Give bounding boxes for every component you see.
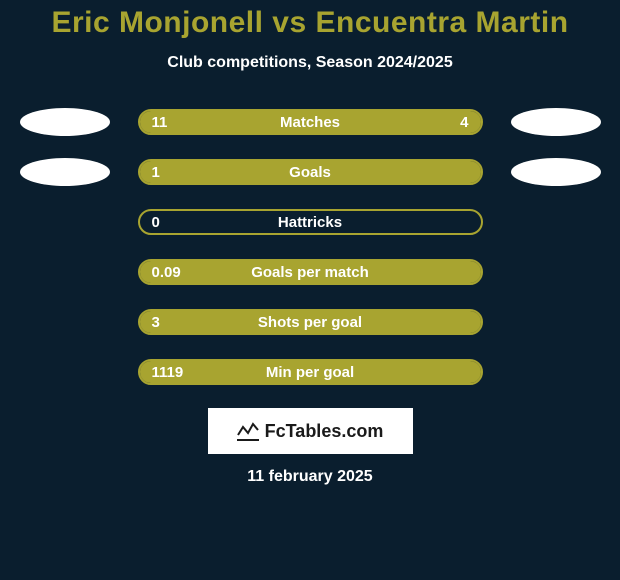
right-slot bbox=[511, 258, 601, 286]
comparison-bar: 3 Shots per goal bbox=[138, 309, 483, 335]
stat-row: 0.09 Goals per match bbox=[0, 258, 620, 286]
player-right-oval bbox=[511, 158, 601, 186]
bar-label: Goals bbox=[140, 161, 481, 183]
stat-row: 3 Shots per goal bbox=[0, 308, 620, 336]
player-right-oval bbox=[511, 108, 601, 136]
chart-icon bbox=[237, 421, 259, 441]
stat-row: 1 Goals bbox=[0, 158, 620, 186]
page-title: Eric Monjonell vs Encuentra Martin bbox=[0, 6, 620, 40]
bar-label: Shots per goal bbox=[140, 311, 481, 333]
footer-date: 11 february 2025 bbox=[0, 468, 620, 486]
brand-text: FcTables.com bbox=[265, 421, 384, 442]
bar-label: Matches bbox=[140, 111, 481, 133]
bar-label: Min per goal bbox=[140, 361, 481, 383]
bar-value-right: 4 bbox=[460, 111, 468, 133]
stat-row: 11 Matches 4 bbox=[0, 108, 620, 136]
brand-logo: FcTables.com bbox=[208, 408, 413, 454]
stat-row: 1119 Min per goal bbox=[0, 358, 620, 386]
stats-block: 11 Matches 4 1 Goals 0 Hattricks bbox=[0, 108, 620, 386]
right-slot bbox=[511, 358, 601, 386]
comparison-bar: 1 Goals bbox=[138, 159, 483, 185]
comparison-bar: 1119 Min per goal bbox=[138, 359, 483, 385]
player-left-oval bbox=[20, 158, 110, 186]
left-slot bbox=[20, 358, 110, 386]
bar-label: Goals per match bbox=[140, 261, 481, 283]
comparison-bar: 0.09 Goals per match bbox=[138, 259, 483, 285]
right-slot bbox=[511, 208, 601, 236]
left-slot bbox=[20, 208, 110, 236]
stat-row: 0 Hattricks bbox=[0, 208, 620, 236]
right-slot bbox=[511, 308, 601, 336]
left-slot bbox=[20, 258, 110, 286]
bar-label: Hattricks bbox=[140, 211, 481, 233]
comparison-bar: 11 Matches 4 bbox=[138, 109, 483, 135]
comparison-bar: 0 Hattricks bbox=[138, 209, 483, 235]
left-slot bbox=[20, 308, 110, 336]
player-left-oval bbox=[20, 108, 110, 136]
subtitle: Club competitions, Season 2024/2025 bbox=[0, 54, 620, 72]
